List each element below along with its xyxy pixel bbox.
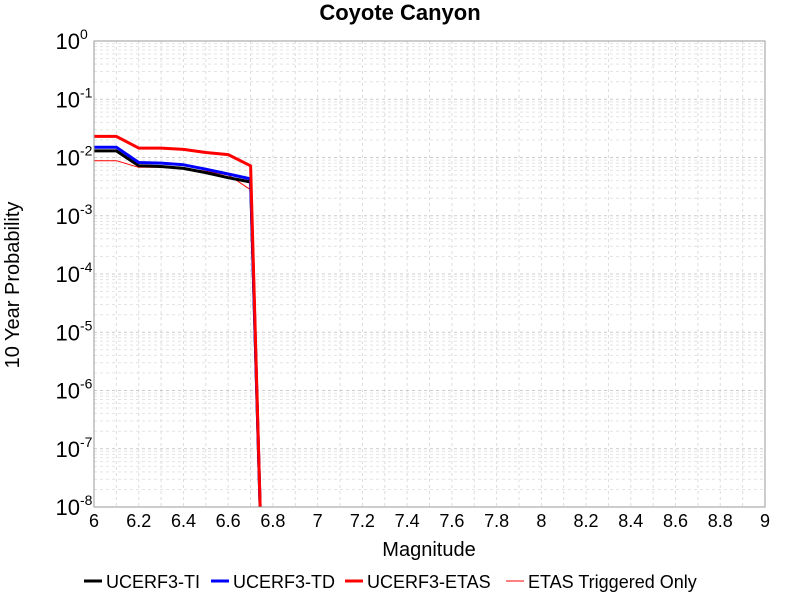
x-tick-label: 6 bbox=[89, 511, 99, 531]
x-tick-label: 8.8 bbox=[708, 511, 733, 531]
y-tick-exponent: -1 bbox=[80, 84, 93, 100]
x-tick-label: 7.6 bbox=[439, 511, 464, 531]
y-tick-label: 10 bbox=[56, 262, 80, 287]
legend-label: ETAS Triggered Only bbox=[528, 572, 697, 592]
x-tick-label: 9 bbox=[760, 511, 770, 531]
y-tick-label: 10 bbox=[56, 320, 80, 345]
series-group bbox=[94, 134, 262, 507]
x-tick-label: 8.4 bbox=[618, 511, 643, 531]
x-tick-label: 8.6 bbox=[663, 511, 688, 531]
x-tick-label: 7 bbox=[313, 511, 323, 531]
y-tick-label: 10 bbox=[56, 29, 80, 54]
y-tick-exponent: -3 bbox=[80, 201, 93, 217]
y-tick-exponent: -6 bbox=[80, 376, 93, 392]
y-tick-label: 10 bbox=[56, 437, 80, 462]
grid-layer bbox=[93, 41, 766, 508]
y-tick-exponent: 0 bbox=[80, 26, 88, 42]
legend-label: UCERF3-ETAS bbox=[367, 572, 491, 592]
series-line-0 bbox=[94, 149, 262, 507]
legend-label: UCERF3-TI bbox=[106, 572, 200, 592]
series-line-2 bbox=[94, 134, 262, 507]
chart-title: Coyote Canyon bbox=[319, 0, 480, 25]
y-tick-label: 10 bbox=[56, 146, 80, 171]
x-tick-label: 8.2 bbox=[574, 511, 599, 531]
x-tick-label: 7.8 bbox=[484, 511, 509, 531]
y-tick-label: 10 bbox=[56, 87, 80, 112]
y-tick-label: 10 bbox=[56, 204, 80, 229]
y-tick-exponent: -7 bbox=[80, 434, 93, 450]
y-tick-label: 10 bbox=[56, 379, 80, 404]
y-tick-exponent: -2 bbox=[80, 143, 93, 159]
legend-label: UCERF3-TD bbox=[233, 572, 335, 592]
x-tick-label: 6.2 bbox=[126, 511, 151, 531]
x-tick-label: 7.4 bbox=[395, 511, 420, 531]
x-tick-label: 6.6 bbox=[216, 511, 241, 531]
series-line-1 bbox=[94, 145, 262, 507]
y-tick-label: 10 bbox=[56, 495, 80, 520]
x-axis-label: Magnitude bbox=[382, 539, 475, 561]
x-tick-label: 6.8 bbox=[260, 511, 285, 531]
x-tick-label: 8 bbox=[536, 511, 546, 531]
y-axis-label: 10 Year Probability bbox=[2, 202, 24, 369]
y-tick-exponent: -5 bbox=[80, 317, 93, 333]
x-tick-label: 6.4 bbox=[171, 511, 196, 531]
y-tick-exponent: -4 bbox=[80, 259, 93, 275]
x-tick-label: 7.2 bbox=[350, 511, 375, 531]
y-tick-exponent: -8 bbox=[80, 492, 93, 508]
plot-frame bbox=[93, 40, 766, 508]
series-layer bbox=[94, 134, 262, 507]
legend: UCERF3-TI UCERF3-TD UCERF3-ETAS ETAS Trigge… bbox=[84, 572, 697, 592]
x-tick-labels: 6 6.2 6.4 6.6 6.8 7 7.2 7.4 7.6 7.8 8 8.2 8.4 8.6 8.8 9 bbox=[89, 511, 770, 531]
